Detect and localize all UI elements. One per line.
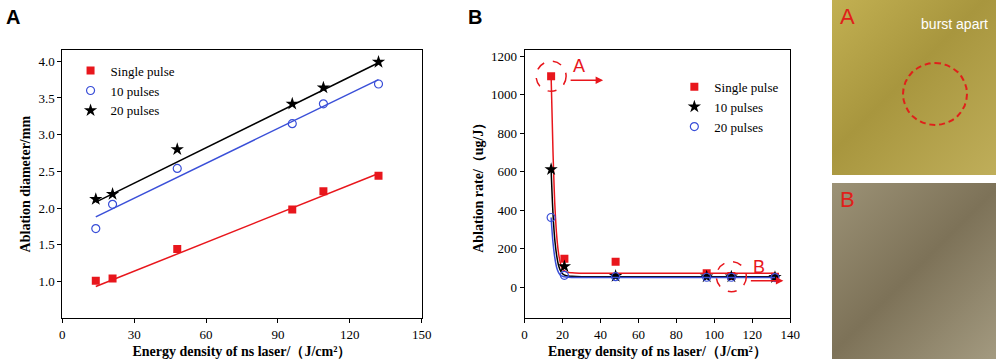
svg-text:A: A <box>6 6 20 28</box>
svg-text:400: 400 <box>497 203 517 218</box>
svg-text:B: B <box>468 6 482 28</box>
svg-text:120: 120 <box>340 327 360 342</box>
svg-text:140: 140 <box>780 327 800 342</box>
svg-text:Energy density of ns laser/（J/: Energy density of ns laser/（J/cm²） <box>133 344 352 359</box>
svg-text:100: 100 <box>705 327 725 342</box>
svg-text:0: 0 <box>510 280 517 295</box>
svg-text:1200: 1200 <box>491 49 517 64</box>
svg-text:Ablation rate/（ug/J）: Ablation rate/（ug/J） <box>471 116 486 253</box>
svg-text:Ablation diameter/mm: Ablation diameter/mm <box>18 116 33 253</box>
svg-text:Energy density of ns laser/（J/: Energy density of ns laser/（J/cm²） <box>548 344 767 359</box>
svg-text:4.0: 4.0 <box>38 54 54 69</box>
svg-text:2.5: 2.5 <box>38 164 54 179</box>
html-text:A: A <box>840 4 855 29</box>
svg-text:80: 80 <box>670 327 683 342</box>
svg-text:Single pulse: Single pulse <box>714 80 778 95</box>
svg-text:150: 150 <box>412 327 432 342</box>
svg-text:800: 800 <box>497 126 517 141</box>
svg-text:A: A <box>573 56 585 76</box>
svg-text:90: 90 <box>271 327 284 342</box>
svg-text:40: 40 <box>594 327 607 342</box>
svg-text:60: 60 <box>632 327 645 342</box>
svg-text:B: B <box>753 257 765 277</box>
svg-text:200: 200 <box>497 241 517 256</box>
svg-text:3.0: 3.0 <box>38 127 54 142</box>
svg-text:1.5: 1.5 <box>38 237 54 252</box>
svg-text:20 pulses: 20 pulses <box>714 120 763 135</box>
svg-text:0: 0 <box>521 327 528 342</box>
svg-text:10 pulses: 10 pulses <box>111 84 160 99</box>
svg-text:60: 60 <box>200 327 213 342</box>
svg-text:0: 0 <box>59 327 66 342</box>
html-text:burst apart: burst apart <box>921 16 988 32</box>
svg-text:30: 30 <box>128 327 141 342</box>
svg-text:2.0: 2.0 <box>38 201 54 216</box>
svg-text:1.0: 1.0 <box>38 274 54 289</box>
svg-text:3.5: 3.5 <box>38 91 54 106</box>
svg-text:600: 600 <box>497 164 517 179</box>
svg-text:10 pulses: 10 pulses <box>714 100 763 115</box>
svg-text:20: 20 <box>556 327 569 342</box>
svg-text:Single pulse: Single pulse <box>111 64 175 79</box>
svg-text:1000: 1000 <box>491 87 517 102</box>
svg-text:120: 120 <box>742 327 762 342</box>
svg-text:20 pulses: 20 pulses <box>111 103 160 118</box>
html-text:B: B <box>840 187 855 212</box>
